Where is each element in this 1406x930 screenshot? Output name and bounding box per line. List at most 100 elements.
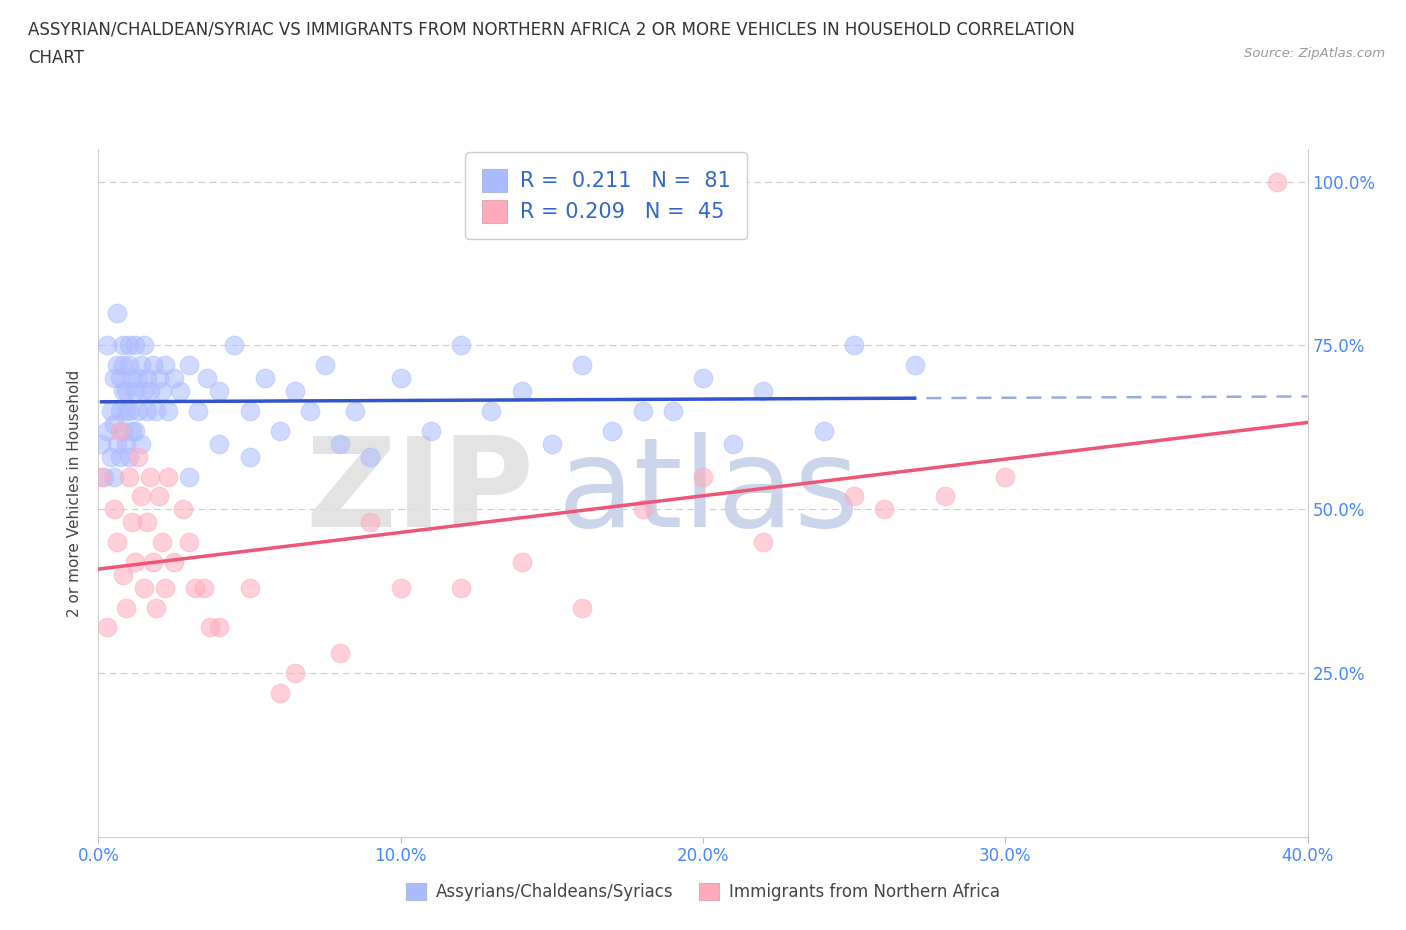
- Point: [360, 449, 382, 464]
- Point: [481, 404, 503, 418]
- Point: [121, 371, 143, 386]
- Point: [571, 358, 593, 373]
- Point: [193, 580, 215, 595]
- Point: [132, 338, 155, 352]
- Point: [121, 423, 143, 438]
- Point: [208, 436, 231, 451]
- Point: [135, 515, 157, 530]
- Point: [284, 666, 307, 681]
- Point: [124, 554, 146, 569]
- Point: [93, 469, 115, 484]
- Point: [148, 371, 170, 386]
- Point: [118, 338, 141, 352]
- Legend: Assyrians/Chaldeans/Syriacs, Immigrants from Northern Africa: Assyrians/Chaldeans/Syriacs, Immigrants …: [399, 876, 1007, 908]
- Point: [114, 436, 136, 451]
- Point: [111, 423, 134, 438]
- Point: [124, 423, 146, 438]
- Point: [135, 371, 157, 386]
- Point: [844, 338, 866, 352]
- Point: [510, 384, 533, 399]
- Point: [108, 423, 131, 438]
- Point: [111, 358, 134, 373]
- Point: [631, 502, 654, 517]
- Point: [100, 449, 122, 464]
- Point: [631, 404, 654, 418]
- Point: [118, 358, 141, 373]
- Point: [934, 489, 956, 504]
- Point: [118, 404, 141, 418]
- Point: [111, 384, 134, 399]
- Point: [142, 358, 165, 373]
- Point: [108, 371, 131, 386]
- Point: [111, 338, 134, 352]
- Point: [145, 600, 167, 615]
- Point: [127, 371, 149, 386]
- Point: [208, 619, 231, 634]
- Point: [114, 600, 136, 615]
- Point: [389, 371, 412, 386]
- Point: [752, 535, 775, 550]
- Point: [239, 580, 262, 595]
- Point: [723, 436, 745, 451]
- Point: [179, 535, 201, 550]
- Point: [129, 358, 152, 373]
- Point: [187, 404, 209, 418]
- Point: [299, 404, 322, 418]
- Point: [156, 404, 179, 418]
- Point: [129, 436, 152, 451]
- Point: [200, 619, 222, 634]
- Point: [153, 358, 176, 373]
- Point: [121, 515, 143, 530]
- Point: [124, 338, 146, 352]
- Point: [692, 371, 714, 386]
- Point: [169, 384, 191, 399]
- Point: [844, 489, 866, 504]
- Point: [114, 404, 136, 418]
- Point: [108, 404, 131, 418]
- Point: [105, 305, 128, 320]
- Text: ZIP: ZIP: [305, 432, 534, 553]
- Point: [510, 554, 533, 569]
- Point: [253, 371, 276, 386]
- Point: [813, 423, 835, 438]
- Point: [129, 489, 152, 504]
- Text: ASSYRIAN/CHALDEAN/SYRIAC VS IMMIGRANTS FROM NORTHERN AFRICA 2 OR MORE VEHICLES I: ASSYRIAN/CHALDEAN/SYRIAC VS IMMIGRANTS F…: [28, 20, 1076, 38]
- Point: [105, 535, 128, 550]
- Point: [103, 469, 125, 484]
- Point: [692, 469, 714, 484]
- Point: [163, 554, 186, 569]
- Point: [114, 384, 136, 399]
- Point: [269, 423, 291, 438]
- Point: [118, 449, 141, 464]
- Point: [269, 685, 291, 700]
- Point: [420, 423, 443, 438]
- Point: [904, 358, 927, 373]
- Point: [314, 358, 336, 373]
- Point: [100, 404, 122, 418]
- Point: [752, 384, 775, 399]
- Point: [179, 469, 201, 484]
- Point: [132, 580, 155, 595]
- Point: [450, 338, 472, 352]
- Point: [224, 338, 246, 352]
- Point: [284, 384, 307, 399]
- Point: [150, 384, 173, 399]
- Point: [450, 580, 472, 595]
- Point: [90, 469, 112, 484]
- Point: [389, 580, 412, 595]
- Point: [103, 371, 125, 386]
- Point: [108, 449, 131, 464]
- Point: [172, 502, 194, 517]
- Point: [344, 404, 367, 418]
- Point: [329, 646, 352, 661]
- Point: [96, 423, 118, 438]
- Point: [90, 436, 112, 451]
- Point: [145, 404, 167, 418]
- Point: [105, 358, 128, 373]
- Point: [127, 404, 149, 418]
- Point: [571, 600, 593, 615]
- Point: [179, 358, 201, 373]
- Point: [602, 423, 624, 438]
- Point: [239, 404, 262, 418]
- Point: [111, 567, 134, 582]
